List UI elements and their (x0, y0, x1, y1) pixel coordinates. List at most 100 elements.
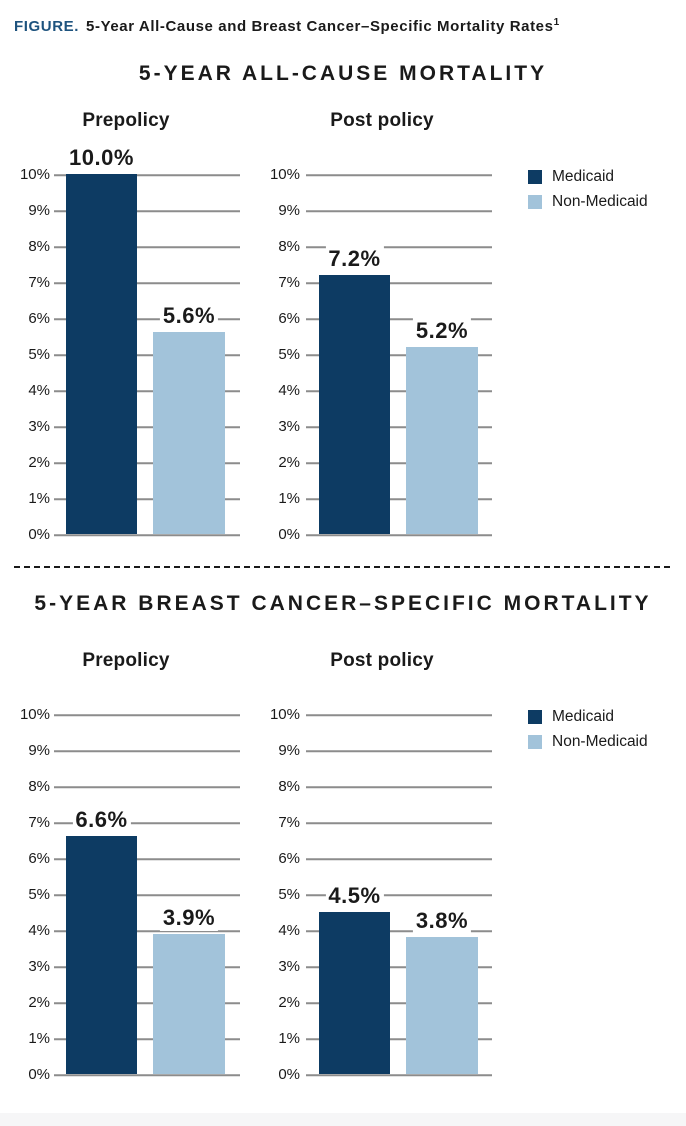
gridline (54, 354, 240, 356)
y-tick-label: 10% (19, 706, 50, 723)
gridline (306, 174, 492, 176)
y-tick-label: 8% (28, 778, 50, 795)
plot-area-1: 10.0% 5.6% (54, 145, 240, 536)
gridline (54, 426, 240, 428)
gridline (306, 1002, 492, 1004)
y-tick-label: 4% (278, 382, 300, 399)
y-tick-label: 0% (28, 1066, 50, 1083)
gridline (306, 246, 492, 248)
legend-swatch-icon (528, 735, 542, 749)
bar-value-label: 4.5% (325, 883, 384, 909)
y-tick-label: 7% (28, 814, 50, 831)
gridline (306, 858, 492, 860)
gridline (54, 210, 240, 212)
bar-medicaid (319, 912, 390, 1074)
panel-title-1: Prepolicy (82, 110, 170, 131)
bar-non-medicaid (406, 937, 478, 1074)
bar-value-label: 10.0% (66, 145, 137, 171)
y-tick-label: 1% (278, 490, 300, 507)
gridline (306, 822, 492, 824)
legend-label: Medicaid (552, 168, 615, 185)
chart-section-2: 5-YEAR BREAST CANCER–SPECIFIC MORTALITY P… (0, 592, 686, 1083)
bar-medicaid (319, 274, 390, 534)
legend-item: Medicaid (528, 708, 648, 726)
legend-swatch-icon (528, 195, 542, 209)
bar-value-label: 5.6% (159, 303, 219, 330)
gridline (54, 822, 240, 824)
y-tick-label: 4% (28, 382, 50, 399)
y-tick-label: 6% (278, 310, 300, 327)
gridline (306, 354, 492, 356)
gridline (54, 498, 240, 500)
legend-label: Non-Medicaid (552, 733, 648, 750)
y-tick-label: 2% (278, 994, 300, 1011)
y-tick-label: 0% (28, 526, 50, 543)
gridline (306, 894, 492, 896)
gridline (54, 390, 240, 392)
panel-title-1: Prepolicy (82, 650, 170, 671)
dashed-divider (14, 566, 672, 568)
y-tick-label: 2% (278, 454, 300, 471)
y-tick-label: 3% (28, 958, 50, 975)
y-tick-label: 1% (28, 490, 50, 507)
gridline (54, 462, 240, 464)
gridline (306, 930, 492, 932)
y-tick-label: 1% (28, 1030, 50, 1047)
legend-label: Non-Medicaid (552, 193, 648, 210)
y-tick-label: 6% (278, 850, 300, 867)
y-tick-label: 5% (28, 886, 50, 903)
gridline (54, 966, 240, 968)
legend-label: Medicaid (552, 708, 615, 725)
y-tick-label: 10% (19, 166, 50, 183)
bar-medicaid (66, 174, 137, 534)
bar-value-label: 7.2% (325, 245, 384, 272)
gridline (306, 1074, 492, 1076)
chart-section-1: 5-YEAR ALL-CAUSE MORTALITY Prepolicy 10% 9%… (0, 62, 686, 544)
chart-title: 5-YEAR ALL-CAUSE MORTALITY (138, 62, 548, 85)
gridline (54, 246, 240, 248)
y-tick-label: 3% (278, 958, 300, 975)
bar-value-label: 3.9% (159, 904, 219, 931)
figure-label: FIGURE. (14, 18, 80, 35)
y-tick-label: 10% (269, 706, 300, 723)
y-tick-label: 9% (278, 742, 300, 759)
gridline (54, 1038, 240, 1040)
bar-value-label: 5.2% (412, 317, 472, 344)
gridline (54, 786, 240, 788)
gridline (54, 750, 240, 752)
panel-title-2: Post policy (330, 650, 434, 671)
gridline (306, 498, 492, 500)
legend-swatch-icon (528, 710, 542, 724)
y-tick-label: 6% (28, 850, 50, 867)
chart-title: 5-YEAR BREAST CANCER–SPECIFIC MORTALITY (34, 592, 652, 615)
gridline (306, 534, 492, 536)
bar-medicaid (66, 836, 137, 1074)
plot-area-2: 4.5% 3.8% (306, 714, 492, 1076)
bar-non-medicaid (153, 332, 225, 534)
gridline (306, 786, 492, 788)
gridline (54, 894, 240, 896)
y-tick-label: 3% (28, 418, 50, 435)
y-tick-label: 8% (28, 238, 50, 255)
gridline (306, 462, 492, 464)
gridline (54, 534, 240, 536)
figure-footnote-marker: 1 (553, 17, 560, 28)
panel-title-2: Post policy (330, 110, 434, 131)
gridline (54, 1002, 240, 1004)
y-tick-label: 8% (278, 778, 300, 795)
y-tick-label: 7% (28, 274, 50, 291)
y-tick-label: 1% (278, 1030, 300, 1047)
y-tick-label: 7% (278, 274, 300, 291)
y-tick-label: 2% (28, 994, 50, 1011)
gridline (54, 858, 240, 860)
y-tick-label: 6% (28, 310, 50, 327)
gridline (54, 282, 240, 284)
gridline (54, 174, 240, 176)
legend-item: Non-Medicaid (528, 733, 648, 751)
plot-area-2: 7.2% 5.2% (306, 174, 492, 536)
y-tick-label: 0% (278, 1066, 300, 1083)
gridline (306, 714, 492, 716)
chart-legend: Medicaid Non-Medicaid (528, 168, 648, 218)
gridline (306, 390, 492, 392)
